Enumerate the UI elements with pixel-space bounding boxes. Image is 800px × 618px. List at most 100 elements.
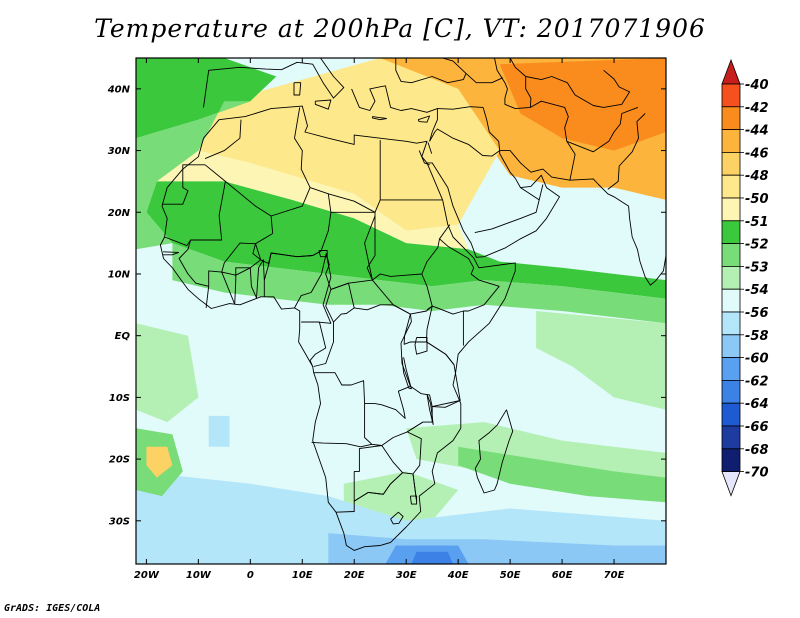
lon-label: 50E — [500, 570, 521, 581]
colorbar-label: -62 — [745, 374, 769, 389]
border-iraq-iran — [482, 107, 501, 151]
border-turkey-syria — [437, 106, 484, 110]
colorbar-label: -60 — [745, 352, 769, 367]
coastline-crete — [371, 116, 387, 121]
longitude-labels: 20W 10W 0 10E 20E 30E 40E 50E 60E 70E — [134, 570, 625, 581]
colorbar-label: -44 — [745, 124, 769, 139]
field-region-mint-west — [136, 323, 199, 423]
border-south-africa-north — [353, 472, 418, 502]
coastline-persian-gulf — [499, 150, 666, 286]
border-cameroon — [294, 253, 332, 324]
colorbar-segment — [721, 425, 741, 450]
field-region-sky-patch-west — [208, 415, 230, 447]
lat-label: 10S — [109, 393, 130, 404]
lake-malawi — [426, 394, 434, 425]
colorbar-label: -70 — [745, 466, 769, 481]
colorbar-bottom-arrow — [721, 471, 741, 497]
border-lesotho — [390, 511, 404, 525]
border-car — [325, 282, 355, 323]
colorbar-label: -42 — [745, 101, 769, 116]
border-senegal-gambia — [162, 251, 180, 256]
border-burkina — [221, 242, 262, 276]
border-central-asia — [525, 69, 631, 108]
lat-label: 20N — [108, 208, 131, 219]
footer-credit: GrADS: IGES/COLA — [4, 603, 101, 614]
border-pakistan-india — [607, 113, 646, 190]
coastline-arabia — [427, 150, 560, 258]
field-region-mint-east — [536, 311, 666, 410]
border-algeria-libya — [270, 107, 311, 217]
border-caucasus — [465, 73, 503, 84]
border-togo-benin — [256, 259, 265, 299]
border-ethiopia — [432, 238, 500, 315]
coastline-cyprus — [417, 115, 431, 123]
field-region-yellow-sahara — [198, 58, 500, 231]
map-frame: 40N 30N 20N 10N EQ 10S 20S 30S 20W 10W 0 10E 20E 30E… — [107, 57, 667, 581]
colorbar-segment — [721, 83, 741, 108]
lon-label: 0 — [247, 570, 254, 581]
colorbar-top-arrow — [721, 58, 741, 85]
lon-label: 10E — [292, 570, 313, 581]
field-region-warm-anticyclone — [146, 446, 173, 478]
colorbar-label: -54 — [745, 283, 769, 298]
lon-label: 20E — [344, 570, 365, 581]
border-iran-east — [530, 100, 576, 181]
border-morocco-algeria — [204, 119, 242, 160]
coastline-red-sea-east — [418, 150, 430, 166]
border-uae-oman — [520, 184, 544, 201]
lat-label: 20S — [109, 455, 130, 466]
colorbar-label: -56 — [745, 306, 769, 321]
colorbar-label: -40 — [745, 78, 769, 93]
map-title: Temperature at 200hPa [C], VT: 201707190… — [94, 14, 706, 43]
lon-label: 30E — [396, 570, 417, 581]
temperature-field — [136, 58, 666, 564]
colorbar-segment — [721, 197, 741, 222]
colorbar-segment — [721, 448, 741, 472]
lon-label: 40E — [447, 570, 469, 581]
latitude-labels: 40N 30N 20N 10N EQ 10S 20S 30S — [107, 84, 131, 527]
colorbar-label: -66 — [745, 420, 769, 435]
colorbar-segment — [721, 106, 741, 131]
lake-victoria — [414, 337, 428, 355]
coastline-sicily — [314, 99, 332, 110]
lat-label: 40N — [107, 84, 131, 95]
colorbar-label: -48 — [745, 169, 769, 184]
field-region-green-south-band — [458, 446, 666, 503]
coastline-sardinia — [293, 82, 302, 96]
colorbar-label: -64 — [745, 397, 769, 412]
border-ghana-ivory — [234, 267, 257, 305]
map-border-frame — [135, 57, 667, 565]
border-tanzania — [410, 341, 461, 408]
lon-label: 20W — [134, 570, 160, 581]
colorbar-label: -50 — [745, 192, 769, 207]
coastline-europe-south — [203, 58, 345, 108]
border-sudan — [366, 216, 451, 281]
colorbar-label: -53 — [745, 260, 769, 275]
field-region-light-green-west — [136, 101, 251, 250]
colorbar-label: -46 — [745, 146, 769, 161]
colorbar-segment — [721, 357, 741, 381]
colorbar-segment — [721, 174, 741, 199]
colorbar: -40 -42 -44 -46 -48 -50 -51 -52 -53 -54 -56 -58 -60 -… — [721, 58, 769, 497]
border-south-sudan — [372, 273, 433, 315]
field-region-pale-yellow — [156, 144, 469, 250]
lat-label: 30S — [109, 516, 130, 527]
border-drc — [313, 304, 412, 419]
field-region-cold-core — [411, 551, 453, 564]
field-region-green-sahel — [146, 181, 666, 299]
coastline-black-sea — [395, 58, 467, 84]
map-borders — [159, 58, 666, 551]
colorbar-segment — [721, 288, 741, 313]
border-ivory-mali — [208, 270, 236, 305]
colorbar-segment — [721, 151, 741, 176]
lon-label: 70E — [604, 570, 625, 581]
map-ticks — [136, 58, 666, 564]
border-gabon-congo — [301, 321, 327, 367]
lat-label: 30N — [108, 146, 131, 157]
colorbar-label: -51 — [745, 215, 769, 230]
colorbar-label: -68 — [745, 443, 769, 458]
field-region-green-north-west — [136, 58, 277, 139]
field-region-sky-south — [136, 471, 666, 564]
lat-label: EQ — [115, 331, 131, 342]
